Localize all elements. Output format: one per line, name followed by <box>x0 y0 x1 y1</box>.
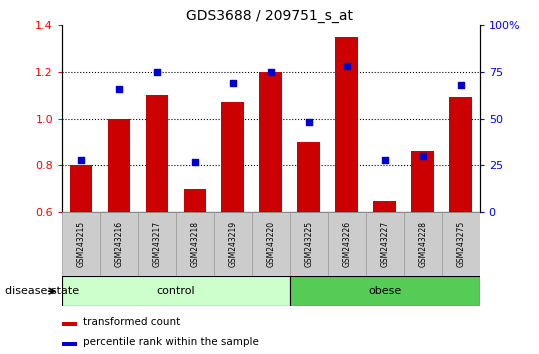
Bar <box>146 95 168 212</box>
Bar <box>411 152 434 212</box>
Bar <box>298 142 320 212</box>
Text: GSM243275: GSM243275 <box>456 221 465 267</box>
Bar <box>252 212 290 276</box>
Point <box>115 86 123 91</box>
Bar <box>259 72 282 212</box>
Text: GSM243215: GSM243215 <box>77 221 86 267</box>
Point <box>457 82 465 88</box>
Text: GSM243228: GSM243228 <box>418 221 427 267</box>
Bar <box>138 212 176 276</box>
Bar <box>335 36 358 212</box>
Text: transformed count: transformed count <box>83 317 180 327</box>
Bar <box>62 342 77 346</box>
Text: GSM243216: GSM243216 <box>114 221 123 267</box>
Text: obese: obese <box>368 286 402 296</box>
Bar <box>108 119 130 212</box>
Point <box>305 120 313 125</box>
Text: GSM243219: GSM243219 <box>229 221 237 267</box>
Text: GSM243218: GSM243218 <box>190 221 199 267</box>
Bar <box>290 212 328 276</box>
Bar <box>183 189 206 212</box>
Text: GDS3688 / 209751_s_at: GDS3688 / 209751_s_at <box>186 9 353 23</box>
Text: percentile rank within the sample: percentile rank within the sample <box>83 337 259 347</box>
Text: control: control <box>157 286 195 296</box>
Bar <box>62 212 100 276</box>
Bar <box>222 102 244 212</box>
Text: GSM243225: GSM243225 <box>305 221 313 267</box>
Text: GSM243217: GSM243217 <box>153 221 161 267</box>
Bar <box>62 322 77 326</box>
Point <box>418 153 427 159</box>
Bar <box>100 212 138 276</box>
Text: GSM243226: GSM243226 <box>342 221 351 267</box>
Bar <box>404 212 442 276</box>
Bar <box>70 165 92 212</box>
Bar <box>366 212 404 276</box>
Bar <box>214 212 252 276</box>
Bar <box>442 212 480 276</box>
Text: GSM243227: GSM243227 <box>381 221 389 267</box>
Point <box>191 159 199 165</box>
Text: disease state: disease state <box>5 286 80 296</box>
Point <box>229 80 237 86</box>
Bar <box>450 97 472 212</box>
Bar <box>328 212 366 276</box>
Bar <box>374 201 396 212</box>
Point <box>381 157 389 163</box>
Bar <box>290 276 480 306</box>
Point <box>153 69 161 74</box>
Point <box>342 63 351 69</box>
Point <box>77 157 85 163</box>
Bar <box>176 212 214 276</box>
Text: GSM243220: GSM243220 <box>266 221 275 267</box>
Point <box>266 69 275 74</box>
Bar <box>62 276 290 306</box>
